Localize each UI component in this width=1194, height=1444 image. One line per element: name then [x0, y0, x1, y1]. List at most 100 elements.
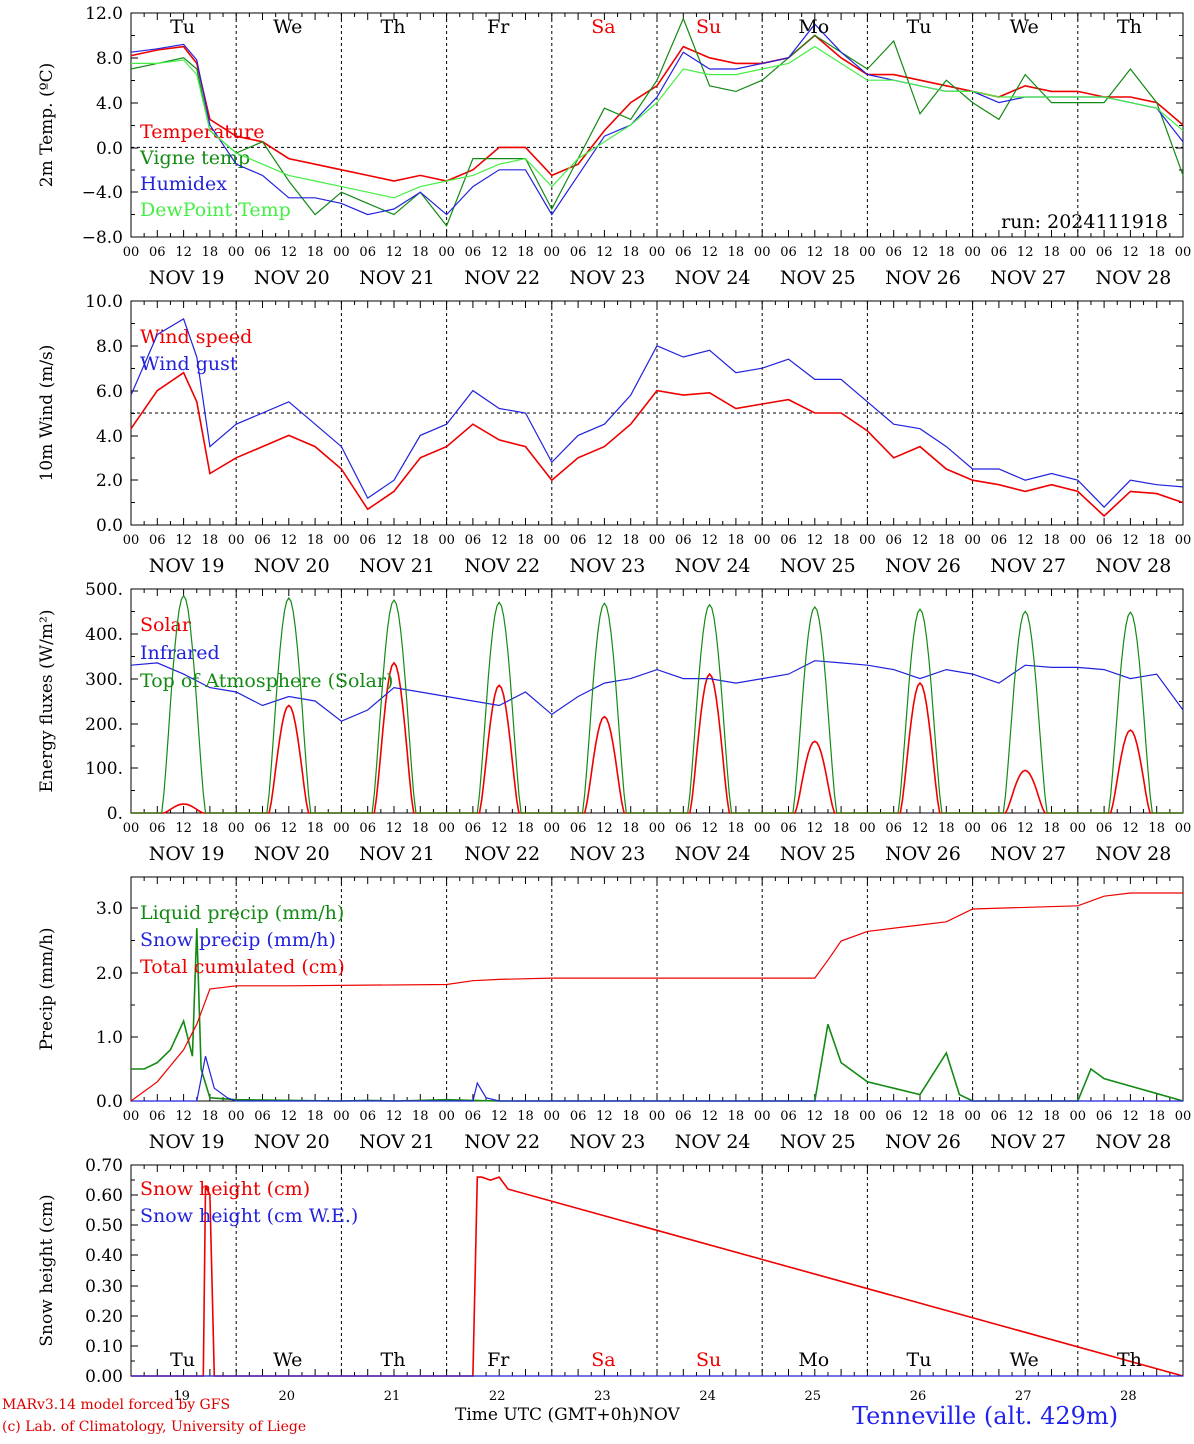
hour-tick-label: 00: [1175, 533, 1192, 548]
day-label: Sa: [591, 16, 615, 38]
date-label: NOV 20: [254, 843, 330, 865]
date-label: NOV 26: [885, 843, 961, 865]
hour-tick-label: 12: [807, 245, 824, 260]
hour-tick-label: 06: [149, 245, 166, 260]
hour-tick-label: 12: [596, 1109, 613, 1124]
hour-tick-label: 18: [1043, 1109, 1060, 1124]
hour-tick-label: 12: [912, 533, 929, 548]
y-tick-label: 0.60: [85, 1186, 123, 1206]
hour-tick-label: 00: [754, 245, 771, 260]
hour-tick-label: 18: [412, 1109, 429, 1124]
hour-tick-label: 00: [964, 1109, 981, 1124]
date-label: NOV 25: [780, 843, 856, 865]
hour-tick-label: 06: [465, 533, 482, 548]
y-tick-label: 0.40: [85, 1246, 123, 1266]
hour-tick-label: 06: [991, 1109, 1008, 1124]
date-label: NOV 22: [464, 843, 540, 865]
date-label: NOV 22: [464, 555, 540, 577]
hour-tick-label: 18: [517, 1109, 534, 1124]
date-label: NOV 21: [359, 1131, 435, 1153]
hour-tick-label: 00: [333, 533, 350, 548]
hour-tick-label: 00: [649, 245, 666, 260]
date-label: NOV 23: [569, 1131, 645, 1153]
hour-tick-label: 00: [754, 821, 771, 836]
hour-tick-label: 18: [622, 533, 639, 548]
hour-tick-label: 00: [333, 245, 350, 260]
y-tick-label: 0.20: [85, 1307, 123, 1327]
date-label: NOV 19: [149, 1131, 225, 1153]
day-label: Tu: [907, 1349, 932, 1371]
y-tick-label: 0.50: [85, 1216, 123, 1236]
hour-tick-label: 06: [359, 533, 376, 548]
day-number: 28: [1120, 1389, 1137, 1404]
hour-tick-label: 00: [964, 245, 981, 260]
date-label: NOV 23: [569, 267, 645, 289]
hour-tick-label: 06: [675, 821, 692, 836]
date-label: NOV 19: [149, 267, 225, 289]
hour-tick-label: 12: [491, 245, 508, 260]
hour-tick-label: 06: [254, 1109, 271, 1124]
hour-tick-label: 06: [885, 245, 902, 260]
hour-tick-label: 06: [570, 245, 587, 260]
y-axis-label: Snow height (cm): [37, 1194, 57, 1346]
hour-tick-label: 18: [728, 533, 745, 548]
day-number: 21: [384, 1389, 401, 1404]
hour-tick-label: 06: [780, 245, 797, 260]
y-tick-label: 0.0: [96, 139, 123, 159]
legend-entry: Temperature: [140, 121, 264, 143]
hour-tick-label: 18: [1043, 245, 1060, 260]
y-tick-label: 0.0: [96, 516, 123, 536]
hour-tick-label: 00: [123, 821, 140, 836]
hour-tick-label: 00: [228, 245, 245, 260]
legend-entry: Snow height (cm): [140, 1178, 310, 1200]
date-label: NOV 24: [675, 267, 751, 289]
hour-tick-label: 18: [938, 245, 955, 260]
run-label: run: 2024111918: [1001, 211, 1168, 233]
y-tick-label: 0.00: [85, 1367, 123, 1387]
hour-tick-label: 00: [333, 1109, 350, 1124]
date-label: NOV 28: [1095, 555, 1171, 577]
y-tick-label: 4.0: [96, 94, 123, 114]
hour-tick-label: 18: [833, 821, 850, 836]
hour-tick-label: 06: [991, 533, 1008, 548]
series-line-humidex: [130, 23, 1184, 216]
y-tick-label: 8.0: [96, 49, 123, 69]
legend-entry: Wind gust: [140, 353, 238, 375]
legend-entry: DewPoint Temp: [140, 199, 291, 221]
hour-tick-label: 12: [386, 1109, 403, 1124]
hour-tick-label: 18: [1148, 245, 1165, 260]
hour-tick-label: 12: [912, 1109, 929, 1124]
hour-tick-label: 18: [202, 821, 219, 836]
hour-tick-label: 06: [1096, 821, 1113, 836]
day-label: We: [1010, 16, 1039, 38]
legend-entry: Humidex: [140, 173, 227, 195]
hour-tick-label: 18: [728, 245, 745, 260]
hour-tick-label: 00: [228, 533, 245, 548]
hour-tick-label: 00: [859, 245, 876, 260]
day-label: We: [1010, 1349, 1039, 1371]
legend-entry: Wind speed: [140, 326, 252, 348]
series-line-snow-precip-mm-h-: [131, 1056, 1183, 1102]
hour-tick-label: 18: [1148, 821, 1165, 836]
day-label: Mo: [798, 16, 829, 38]
date-label: NOV 27: [990, 555, 1066, 577]
day-number: 24: [699, 1389, 716, 1404]
hour-tick-label: 00: [123, 533, 140, 548]
hour-tick-label: 18: [307, 821, 324, 836]
hour-tick-label: 00: [1175, 1109, 1192, 1124]
hour-tick-label: 12: [1017, 1109, 1034, 1124]
day-number: 27: [1015, 1389, 1032, 1404]
hour-tick-label: 12: [281, 1109, 298, 1124]
date-label: NOV 20: [254, 267, 330, 289]
hour-tick-label: 06: [570, 1109, 587, 1124]
y-tick-label: 1.0: [96, 1028, 123, 1048]
hour-tick-label: 06: [885, 533, 902, 548]
y-tick-label: 2.0: [96, 964, 123, 984]
y-tick-label: 2.0: [96, 471, 123, 491]
hour-tick-label: 00: [754, 1109, 771, 1124]
y-axis-label: 10m Wind (m/s): [37, 345, 57, 482]
hour-tick-label: 12: [491, 533, 508, 548]
day-number: 25: [805, 1389, 822, 1404]
hour-tick-label: 06: [780, 821, 797, 836]
day-label: We: [273, 16, 302, 38]
